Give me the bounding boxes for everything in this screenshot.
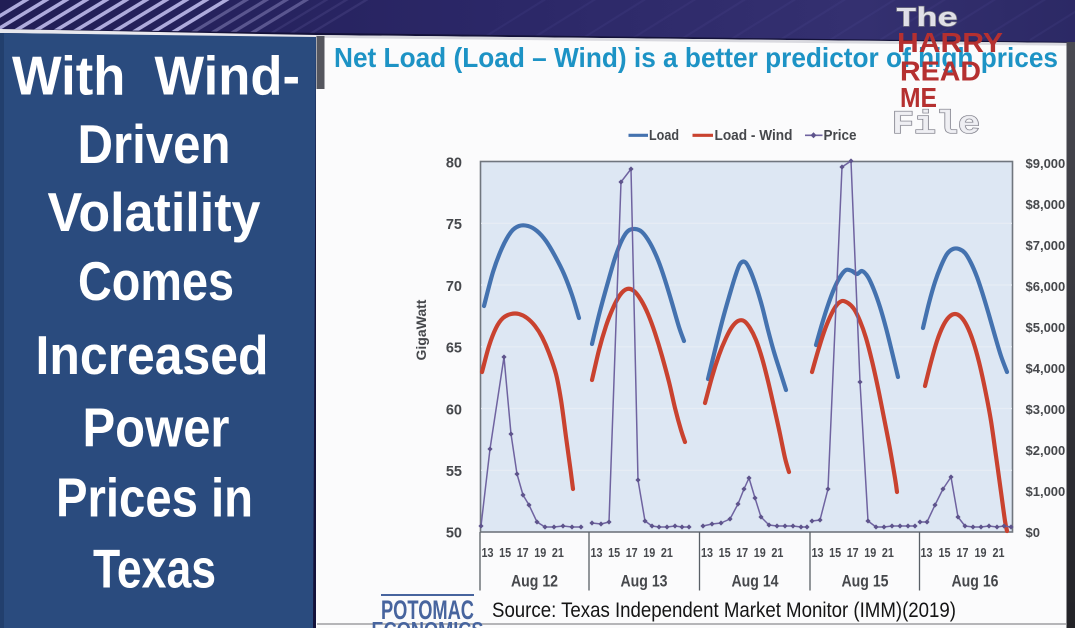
- svg-text:13: 13: [701, 545, 713, 560]
- svg-text:17: 17: [626, 545, 638, 560]
- svg-text:15: 15: [829, 545, 841, 560]
- svg-text:65: 65: [446, 341, 462, 357]
- svg-text:READ: READ: [900, 56, 981, 87]
- svg-text:Increased: Increased: [36, 324, 269, 386]
- svg-text:15: 15: [719, 545, 731, 560]
- svg-text:Comes: Comes: [78, 250, 234, 312]
- svg-text:$7,000: $7,000: [1026, 238, 1066, 253]
- svg-text:50: 50: [446, 525, 462, 541]
- svg-text:60: 60: [446, 402, 462, 418]
- svg-text:$6,000: $6,000: [1026, 279, 1066, 294]
- svg-text:Prices in: Prices in: [56, 467, 253, 529]
- svg-text:21: 21: [552, 545, 564, 560]
- svg-text:70: 70: [446, 279, 462, 295]
- svg-text:75: 75: [446, 217, 462, 233]
- svg-text:Texas: Texas: [93, 538, 216, 600]
- svg-text:Aug 13: Aug 13: [621, 573, 668, 591]
- svg-text:Net Load (Load – Wind) is a be: Net Load (Load – Wind) is a better predi…: [334, 42, 1058, 73]
- svg-text:$8,000: $8,000: [1026, 197, 1066, 212]
- svg-text:Aug 15: Aug 15: [842, 573, 889, 591]
- svg-text:17: 17: [736, 545, 748, 560]
- svg-text:ME: ME: [900, 82, 937, 113]
- svg-text:Load: Load: [649, 127, 679, 144]
- svg-text:19: 19: [643, 545, 655, 560]
- svg-text:Source: Texas Independent Mark: Source: Texas Independent Market Monitor…: [492, 599, 956, 622]
- svg-text:21: 21: [993, 545, 1005, 560]
- svg-text:$9,000: $9,000: [1026, 156, 1066, 171]
- svg-text:19: 19: [754, 545, 766, 560]
- svg-text:15: 15: [499, 545, 511, 560]
- svg-text:19: 19: [864, 545, 876, 560]
- svg-text:13: 13: [482, 545, 494, 560]
- svg-text:$4,000: $4,000: [1026, 361, 1066, 376]
- svg-text:$5,000: $5,000: [1026, 320, 1066, 335]
- svg-text:$1,000: $1,000: [1026, 484, 1066, 499]
- svg-text:$3,000: $3,000: [1026, 402, 1066, 417]
- svg-text:17: 17: [847, 545, 859, 560]
- svg-text:POTOMAC: POTOMAC: [381, 595, 474, 625]
- svg-text:$0: $0: [1026, 525, 1040, 540]
- svg-text:ECONOMICS: ECONOMICS: [372, 618, 484, 628]
- svg-text:15: 15: [608, 545, 620, 560]
- svg-text:13: 13: [812, 545, 824, 560]
- svg-text:13: 13: [921, 545, 933, 560]
- svg-text:Aug 12: Aug 12: [511, 573, 558, 591]
- svg-text:80: 80: [446, 155, 462, 171]
- svg-text:Volatility: Volatility: [48, 181, 261, 243]
- svg-text:Power: Power: [83, 397, 230, 459]
- svg-text:19: 19: [534, 545, 546, 560]
- svg-text:21: 21: [771, 545, 783, 560]
- svg-text:17: 17: [957, 545, 969, 560]
- svg-text:The: The: [896, 5, 958, 35]
- svg-text:Price: Price: [824, 127, 857, 144]
- svg-text:Aug 16: Aug 16: [952, 573, 999, 591]
- svg-text:21: 21: [882, 545, 894, 560]
- svg-text:19: 19: [975, 545, 987, 560]
- svg-text:Load - Wind: Load - Wind: [715, 127, 793, 144]
- svg-text:File: File: [892, 106, 980, 143]
- svg-text:13: 13: [591, 545, 603, 560]
- svg-text:$2,000: $2,000: [1026, 443, 1066, 458]
- svg-text:GigaWatt: GigaWatt: [413, 299, 429, 360]
- svg-text:15: 15: [939, 545, 951, 560]
- svg-text:With Wind-: With Wind-: [12, 45, 300, 107]
- svg-text:55: 55: [446, 464, 462, 480]
- svg-text:21: 21: [661, 545, 673, 560]
- svg-text:17: 17: [517, 545, 529, 560]
- svg-text:Aug 14: Aug 14: [732, 573, 780, 591]
- svg-text:HARRY: HARRY: [897, 27, 1003, 58]
- svg-text:Driven: Driven: [78, 113, 231, 175]
